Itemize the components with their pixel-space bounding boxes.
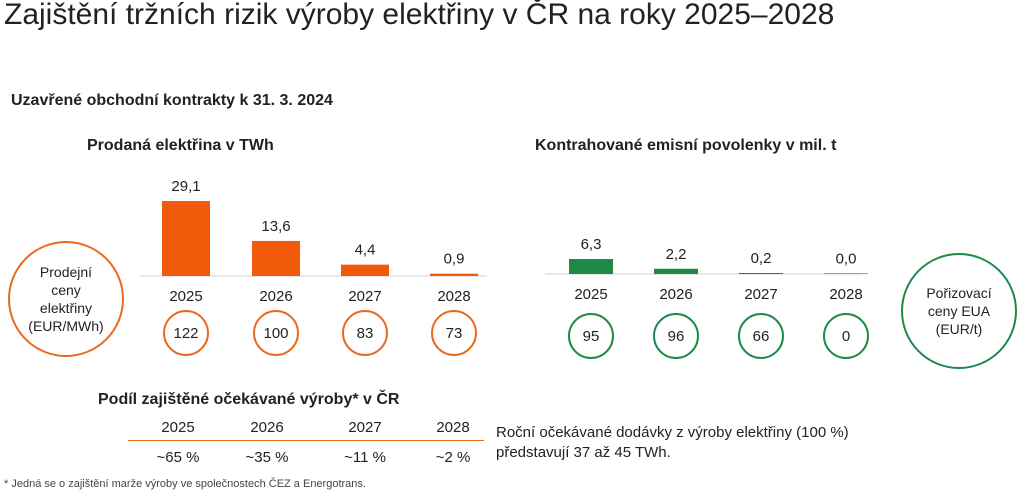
electricity-bar-2027 bbox=[341, 264, 389, 276]
eua-bar-2025 bbox=[569, 259, 613, 274]
electricity-value-label: 0,9 bbox=[444, 251, 465, 268]
eua-value-label: 6,3 bbox=[581, 236, 602, 253]
electricity-year-label: 2028 bbox=[437, 288, 470, 305]
electricity-price-circle-value: 122 bbox=[163, 310, 209, 356]
electricity-chart-title: Prodaná elektřina v TWh bbox=[87, 137, 274, 154]
share-year: 2027 bbox=[348, 419, 382, 436]
share-title: Podíl zajištěné očekávané výroby* v ČR bbox=[98, 391, 400, 408]
delivery-note: Roční očekávané dodávky z výroby elektři… bbox=[496, 423, 849, 463]
electricity-value-label: 4,4 bbox=[355, 242, 376, 259]
eua-bar-2026 bbox=[654, 268, 698, 274]
eua-value-label: 2,2 bbox=[666, 246, 687, 263]
eua-value-label: 0,2 bbox=[751, 250, 772, 267]
share-value: ~35 % bbox=[245, 449, 289, 466]
electricity-bar-2025 bbox=[162, 201, 210, 276]
eua-price-circle-value: 0 bbox=[823, 313, 869, 359]
eua-year-label: 2025 bbox=[574, 286, 607, 303]
electricity-price-label: Prodejní ceny elektřiny (EUR/MWh) bbox=[28, 264, 104, 334]
eua-price-circle-value: 96 bbox=[653, 313, 699, 359]
delivery-note-line2: představují 37 až 45 TWh. bbox=[496, 444, 671, 461]
delivery-note-line1: Roční očekávané dodávky z výroby elektři… bbox=[496, 424, 849, 441]
eua-bar-2028 bbox=[824, 273, 868, 274]
electricity-value-label: 29,1 bbox=[171, 178, 200, 195]
eua-price-label: Pořizovací ceny EUA (EUR/t) bbox=[926, 285, 992, 337]
share-year: 2026 bbox=[250, 419, 284, 436]
page-title: Zajištění tržních rizik výroby elektřiny… bbox=[4, 0, 835, 31]
eua-bar-2027 bbox=[739, 273, 783, 274]
eua-chart: 6,3 2025 2,2 2026 0,2 2027 0,0 2028 bbox=[545, 236, 868, 303]
eua-price-circle: Pořizovací ceny EUA (EUR/t) bbox=[901, 253, 1017, 369]
electricity-bar-2028 bbox=[430, 273, 478, 276]
share-value: ~11 % bbox=[344, 449, 386, 466]
electricity-price-circle-value: 100 bbox=[253, 310, 299, 356]
share-year: 2025 bbox=[161, 419, 195, 436]
electricity-price-circle: Prodejní ceny elektřiny (EUR/MWh) bbox=[8, 241, 124, 357]
share-value: ~65 % bbox=[156, 449, 200, 466]
page-subtitle: Uzavřené obchodní kontrakty k 31. 3. 202… bbox=[11, 92, 333, 109]
electricity-price-circle-value: 73 bbox=[431, 310, 477, 356]
eua-year-label: 2026 bbox=[659, 286, 692, 303]
electricity-year-label: 2026 bbox=[259, 288, 292, 305]
eua-year-label: 2027 bbox=[744, 286, 777, 303]
eua-price-circle-value: 95 bbox=[568, 313, 614, 359]
eua-year-label: 2028 bbox=[829, 286, 862, 303]
electricity-chart: 29,1 2025 13,6 2026 4,4 2027 0,9 2028 bbox=[140, 178, 487, 305]
share-year: 2028 bbox=[436, 419, 470, 436]
electricity-year-label: 2025 bbox=[169, 288, 202, 305]
electricity-bar-2026 bbox=[252, 240, 300, 276]
share-value: ~2 % bbox=[435, 449, 471, 466]
eua-chart-title: Kontrahované emisní povolenky v mil. t bbox=[535, 137, 837, 154]
share-divider bbox=[128, 440, 484, 441]
electricity-year-label: 2027 bbox=[348, 288, 381, 305]
electricity-price-circle-value: 83 bbox=[342, 310, 388, 356]
footnote: * Jedná se o zajištění marže výroby ve s… bbox=[4, 478, 366, 490]
eua-price-circle-value: 66 bbox=[738, 313, 784, 359]
electricity-value-label: 13,6 bbox=[261, 218, 290, 235]
eua-value-label: 0,0 bbox=[836, 250, 857, 267]
